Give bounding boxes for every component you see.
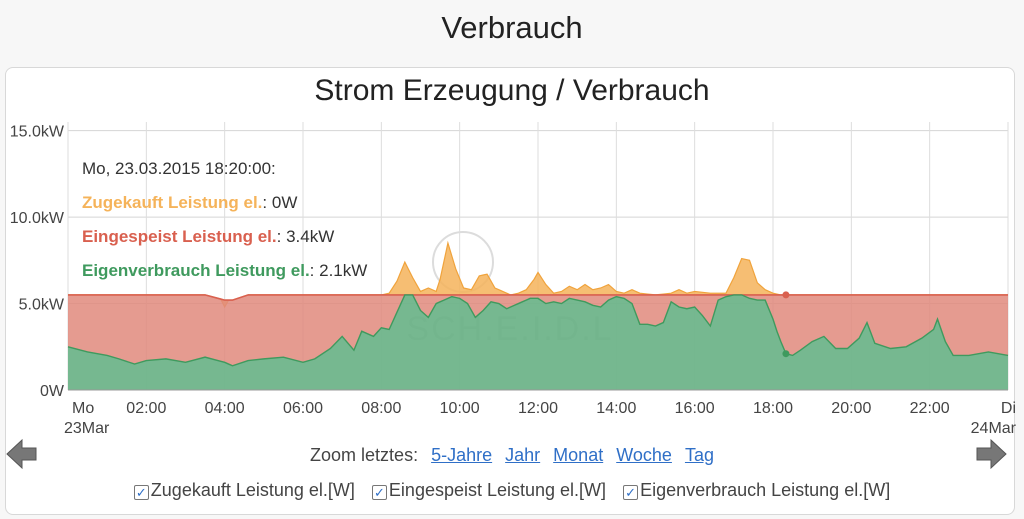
hover-marker-eingespeist [782,291,790,299]
chart-title: Strom Erzeugung / Verbrauch [314,74,710,107]
tooltip-series-name: Zugekauft Leistung el. [82,193,263,212]
x-tick-label: Mo [72,400,94,417]
tooltip-series-value: 3.4kW [286,227,335,246]
legend-label: Eigenverbrauch Leistung el.[W] [640,480,891,500]
legend-item-eingespeist[interactable]: ✓ Eingespeist Leistung el.[W] [371,480,607,500]
tooltip-row-eingespeist: Eingespeist Leistung el.: 3.4kW [82,227,335,246]
zoom-link-5-jahre[interactable]: 5-Jahre [431,445,493,465]
x-tick-label: 22:00 [910,400,950,417]
tooltip-row-eigenverbrauch: Eigenverbrauch Leistung el.: 2.1kW [82,261,368,280]
series-zugekauft-area [68,243,1008,308]
tooltip-series-name: Eigenverbrauch Leistung el. [82,261,310,280]
tooltip-series-value: 2.1kW [319,261,368,280]
x-tick-label: 08:00 [361,400,401,417]
y-tick-label: 0W [40,383,65,400]
tooltip-series-name: Eingespeist Leistung el. [82,227,277,246]
y-tick-label: 15.0kW [10,124,65,141]
series-eingespeist-area [68,294,1008,366]
series-eingespeist-line [68,294,1008,301]
x-tick-sublabel: 24Mar [971,420,1017,437]
zoom-link-tag[interactable]: Tag [684,445,714,465]
x-tick-sublabel: 23Mar [64,420,110,437]
hover-marker-eigenverbrauch [782,350,790,358]
right-arrow-icon[interactable] [974,437,1008,471]
left-arrow-icon[interactable] [5,437,39,471]
checkbox-checked-icon[interactable]: ✓ [371,485,387,500]
x-tick-label: Di [1001,400,1016,417]
legend-label: Eingespeist Leistung el.[W] [388,480,607,500]
page-title: Verbrauch [441,10,583,45]
zoom-link-woche[interactable]: Woche [616,445,672,465]
x-tick-label: 16:00 [675,400,715,417]
tooltip-series-value: 0W [271,193,298,212]
chart-tooltip: Mo, 23.03.2015 18:20:00: Zugekauft Leist… [82,152,367,288]
legend-item-zugekauft[interactable]: ✓ Zugekauft Leistung el.[W] [133,480,355,500]
x-tick-label: 12:00 [518,400,558,417]
y-tick-label: 10.0kW [10,210,65,227]
chart-panel [5,67,1015,515]
x-tick-label: 10:00 [440,400,480,417]
x-tick-label: 02:00 [126,400,166,417]
checkbox-checked-icon[interactable]: ✓ [133,485,149,500]
tooltip-header: Mo, 23.03.2015 18:20:00: [82,159,276,178]
legend: ✓ Zugekauft Leistung el.[W] ✓ Eingespeist … [0,480,1024,501]
series-eigenverbrauch-line [67,294,1009,367]
x-tick-label: 14:00 [596,400,636,417]
checkbox-checked-icon[interactable]: ✓ [623,485,639,500]
x-tick-label: 04:00 [205,400,245,417]
legend-label: Zugekauft Leistung el.[W] [150,480,355,500]
zoom-label: Zoom letztes: [310,445,419,465]
zoom-bar: Zoom letztes: 5-Jahre Jahr Monat Woche T… [0,445,1024,466]
zoom-link-monat[interactable]: Monat [553,445,604,465]
x-tick-label: 18:00 [753,400,793,417]
series-eigenverbrauch-area [68,294,1008,390]
x-tick-label: 20:00 [831,400,871,417]
tooltip-row-zugekauft: Zugekauft Leistung el.: 0W [82,193,298,212]
y-tick-label: 5.0kW [19,297,65,314]
zoom-link-jahr[interactable]: Jahr [505,445,541,465]
x-tick-label: 06:00 [283,400,323,417]
legend-item-eigenverbrauch[interactable]: ✓ Eigenverbrauch Leistung el.[W] [623,480,890,500]
